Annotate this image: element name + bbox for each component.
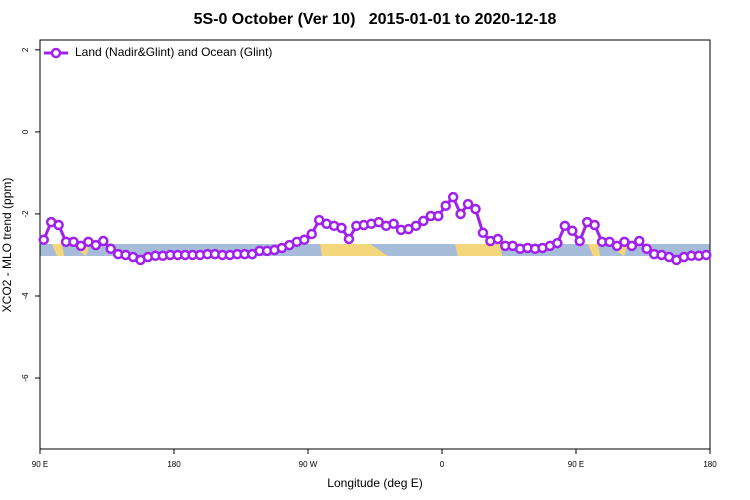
- point: [604, 236, 615, 248]
- point: [98, 235, 109, 247]
- point: [462, 198, 474, 210]
- x-tick-label: 90 E: [568, 460, 584, 469]
- chart-title: 5S-0 October (Ver 10) 2015-01-01 to 2020…: [194, 11, 557, 28]
- point: [552, 237, 563, 249]
- y-tick-label: -6: [21, 374, 30, 382]
- point: [433, 210, 444, 222]
- point: [611, 240, 623, 252]
- x-tick-label: 180: [167, 460, 181, 469]
- point: [574, 235, 585, 247]
- point: [388, 218, 399, 230]
- point: [68, 236, 79, 248]
- point: [410, 220, 422, 232]
- point: [477, 227, 489, 239]
- point: [492, 233, 504, 245]
- point: [306, 228, 317, 240]
- x-tick-label: 90 E: [32, 460, 48, 469]
- point: [75, 240, 87, 252]
- x-tick-label: 180: [703, 460, 717, 469]
- point: [343, 233, 355, 245]
- y-tick-label: -4: [21, 292, 30, 300]
- point: [559, 220, 571, 232]
- x-axis-label: Longitude (deg E): [327, 476, 422, 490]
- plot-frame: [39, 39, 711, 450]
- y-axis-label: XCO2 - MLO trend (ppm): [0, 178, 14, 313]
- point: [53, 219, 64, 231]
- point: [447, 191, 459, 203]
- point: [589, 219, 600, 231]
- point: [38, 234, 49, 246]
- x-tick-label: 90 W: [299, 460, 318, 469]
- y-tick-label: 2: [21, 47, 30, 52]
- legend-label: Land (Nadir&Glint) and Ocean (Glint): [75, 45, 272, 59]
- point: [440, 200, 451, 211]
- point: [626, 240, 638, 252]
- point: [619, 236, 630, 248]
- point: [90, 239, 102, 251]
- point: [299, 234, 310, 246]
- point: [105, 243, 116, 255]
- point: [470, 203, 481, 215]
- y-tick-label: -2: [21, 210, 30, 218]
- point: [567, 225, 578, 237]
- point: [455, 208, 466, 220]
- y-tick-label: 0: [21, 129, 30, 134]
- point: [336, 222, 347, 234]
- legend-marker: [50, 47, 62, 59]
- point: [641, 243, 652, 255]
- x-tick-label: 0: [440, 460, 445, 469]
- point: [701, 249, 712, 261]
- point: [634, 235, 645, 247]
- point: [418, 215, 429, 227]
